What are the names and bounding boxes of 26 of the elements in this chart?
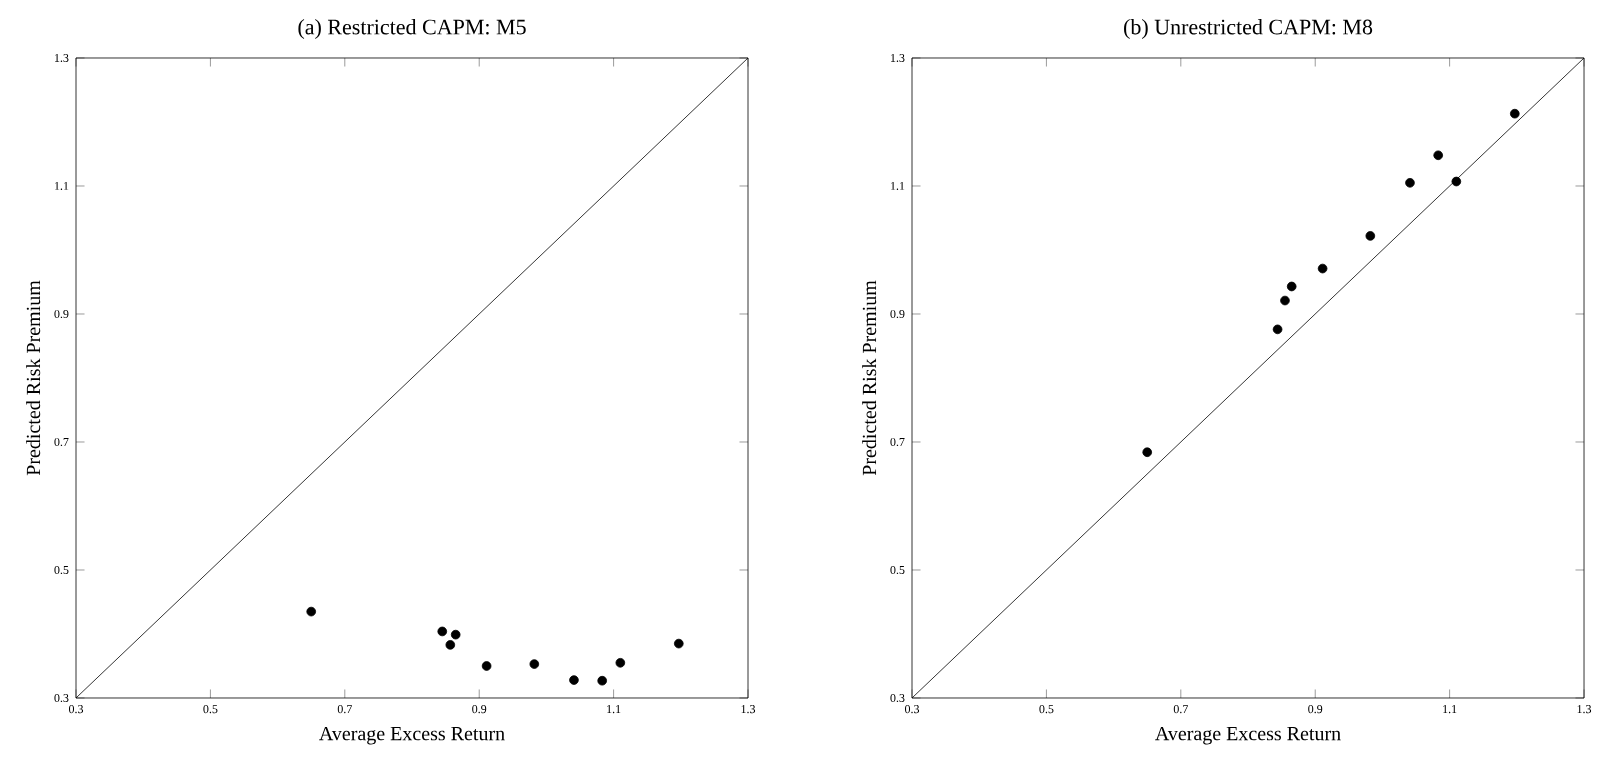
point (529, 659, 540, 669)
point (1510, 108, 1520, 119)
point (1280, 295, 1290, 306)
point (1286, 281, 1297, 292)
point (450, 629, 461, 640)
point (1405, 177, 1415, 188)
point (569, 675, 579, 685)
point (1142, 447, 1153, 458)
point (674, 638, 684, 649)
y-axis-title: Predicted Risk Premium (862, 280, 877, 476)
point (1365, 231, 1376, 241)
point (437, 626, 448, 637)
point (597, 675, 607, 686)
y-axis-title: Predicted Risk Premium (26, 280, 41, 476)
x-axis-title: Average Excess Return (1155, 726, 1341, 745)
point (615, 658, 626, 668)
point (306, 606, 316, 617)
point (1317, 263, 1328, 274)
x-axis-title: Average Excess Return (319, 726, 505, 745)
point (445, 640, 456, 650)
chart-title: (a) Restricted CAPM: M5 (298, 19, 526, 39)
point (481, 661, 492, 671)
chart-title: (b) Unrestricted CAPM: M8 (1124, 19, 1373, 39)
point (1451, 176, 1462, 187)
point (1433, 150, 1443, 161)
point (1272, 324, 1283, 335)
